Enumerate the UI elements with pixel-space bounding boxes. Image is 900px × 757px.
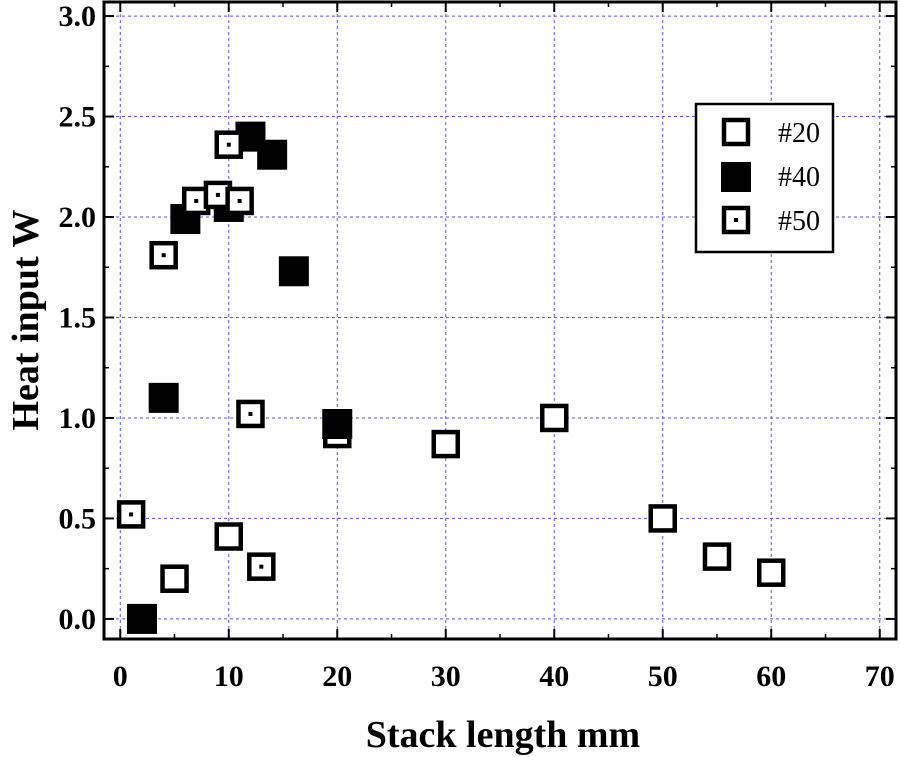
y-tick-label: 0.5: [59, 502, 97, 535]
y-tick-label: 1.0: [59, 402, 97, 435]
filled-square-marker: [257, 139, 288, 170]
legend-entry-50: #50: [721, 205, 820, 237]
marker-series-20-point-7: [756, 558, 786, 587]
y-tick-label: 2.0: [59, 201, 97, 234]
filled-square-marker: [126, 603, 157, 634]
x-tick-label: 70: [865, 660, 895, 693]
legend-label-20: #20: [778, 118, 820, 149]
marker-center-dot: [226, 142, 231, 147]
legend-box: [694, 102, 835, 254]
data-markers: [116, 121, 786, 634]
marker-series-40-point-7: [322, 408, 353, 439]
filled-square-marker: [322, 408, 353, 439]
y-tick-label: 2.5: [59, 101, 97, 134]
legend: #20 #40 #50: [694, 102, 835, 254]
marker-series-50-point-0: [116, 500, 146, 529]
marker-series-50-point-5: [225, 186, 254, 216]
x-axis-title: Stack length mm: [366, 714, 640, 756]
marker-center-dot: [248, 411, 253, 416]
y-tick-label: 0.0: [59, 603, 97, 636]
marker-series-40-point-6: [278, 256, 309, 287]
x-tick-label: 10: [214, 660, 244, 693]
open-square-marker: [648, 504, 677, 533]
marker-series-20-point-0: [160, 564, 189, 593]
y-axis-title: Heat input W: [5, 209, 47, 430]
x-tick-label: 40: [539, 660, 569, 693]
legend-marker-40: [721, 162, 751, 192]
marker-series-50-point-1: [149, 240, 178, 270]
legend-label-50: #50: [778, 206, 820, 237]
x-tick-label: 30: [431, 660, 461, 693]
legend-marker-50: [721, 205, 751, 235]
y-tick-labels: 0.0 0.5 1.0 1.5 2.0 2.5 3.0: [59, 0, 97, 636]
x-tick-labels: 0 10 20 30 40 50 60 70: [113, 660, 895, 693]
x-tick-label: 60: [756, 660, 786, 693]
marker-center-dot: [237, 198, 242, 203]
marker-center-dot: [129, 512, 134, 517]
marker-series-50-point-4: [214, 130, 244, 159]
x-tick-label: 20: [322, 660, 352, 693]
legend-entry-40: #40: [721, 162, 820, 193]
filled-square-marker: [148, 382, 179, 413]
marker-series-50-point-6: [236, 399, 265, 429]
marker-series-50-point-7: [247, 552, 276, 581]
marker-center-dot: [194, 198, 199, 203]
marker-series-40-point-0: [126, 603, 157, 634]
y-tick-label: 3.0: [59, 0, 97, 33]
open-square-marker: [214, 522, 244, 551]
legend-label-40: #40: [778, 162, 820, 193]
marker-series-20-point-4: [539, 403, 569, 433]
marker-series-20-point-1: [214, 522, 244, 551]
legend-entry-20: #20: [721, 117, 820, 149]
open-square-marker: [431, 429, 461, 459]
open-square-marker: [702, 542, 732, 571]
marker-center-dot: [259, 564, 264, 569]
y-tick-label: 1.5: [59, 301, 97, 334]
axis-ticks: [104, 2, 896, 639]
filled-square-marker: [278, 256, 309, 287]
marker-center-dot: [215, 192, 220, 197]
open-square-marker: [756, 558, 786, 587]
x-tick-label: 50: [648, 660, 678, 693]
open-square-marker: [160, 564, 189, 593]
marker-series-40-point-1: [148, 382, 179, 413]
x-tick-label: 0: [113, 660, 128, 693]
open-square-marker: [116, 500, 146, 529]
marker-series-40-point-5: [257, 139, 288, 170]
legend-marker-50-dot: [734, 218, 738, 222]
legend-marker-20: [721, 117, 751, 147]
marker-center-dot: [161, 253, 166, 258]
marker-series-20-point-3: [431, 429, 461, 459]
open-square-marker: [539, 403, 569, 433]
marker-series-20-point-5: [648, 504, 677, 533]
marker-series-20-point-6: [702, 542, 732, 571]
